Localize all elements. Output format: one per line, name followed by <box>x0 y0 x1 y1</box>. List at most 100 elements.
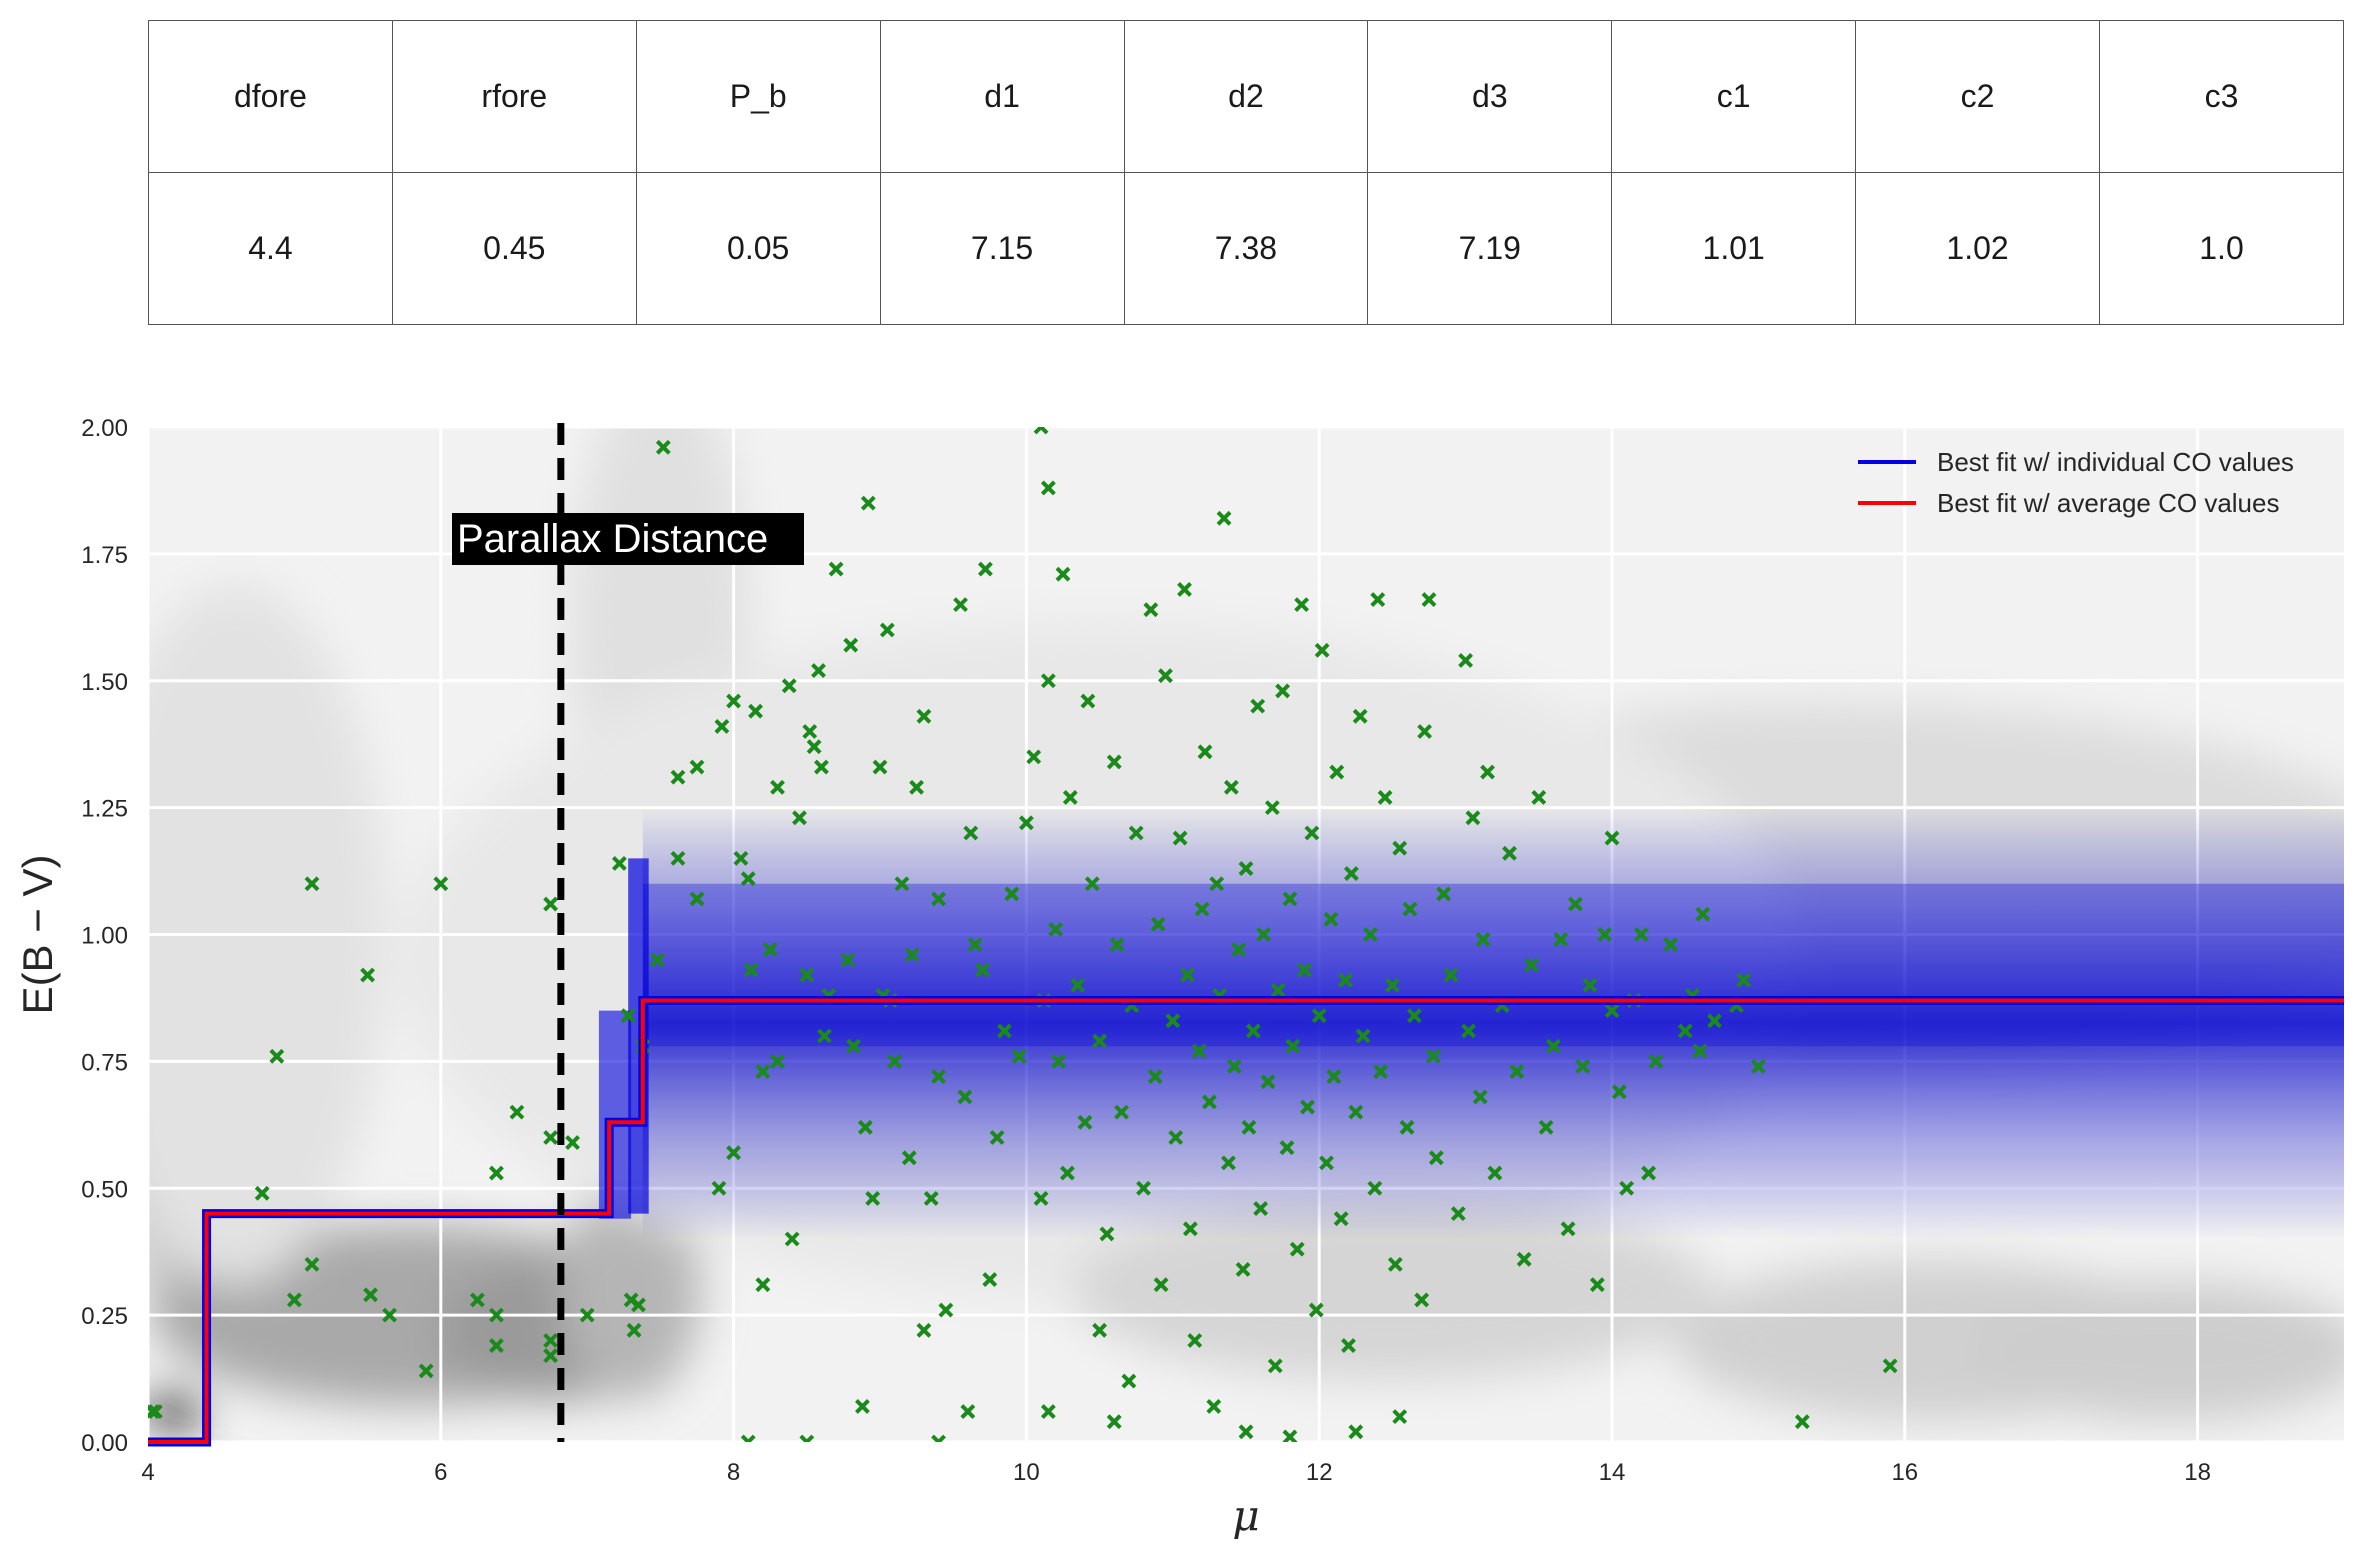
star-marker <box>689 891 705 907</box>
star-marker <box>148 1404 160 1419</box>
x-tick-label: 8 <box>727 1459 740 1486</box>
star-marker <box>931 1434 946 1442</box>
star-marker <box>1461 1023 1476 1039</box>
star-marker <box>148 1404 163 1419</box>
star-marker <box>931 891 946 907</box>
star-marker <box>1109 937 1125 953</box>
star-marker <box>770 1053 785 1069</box>
star-marker <box>1589 1277 1605 1293</box>
table-value-cell: 4.4 <box>148 172 393 325</box>
star-marker <box>1136 1180 1151 1196</box>
star-marker <box>1417 724 1433 739</box>
star-marker <box>1648 1053 1664 1069</box>
star-marker <box>1245 1023 1261 1039</box>
star-marker <box>1619 1180 1635 1196</box>
star-marker <box>743 962 759 978</box>
star-marker <box>1750 1059 1766 1074</box>
star-marker <box>489 1165 504 1181</box>
star-marker <box>1348 1424 1364 1440</box>
fit-uncertainty-band <box>598 807 2344 1239</box>
star-marker <box>1059 1165 1075 1181</box>
star-marker <box>879 622 895 638</box>
star-marker <box>304 1256 320 1272</box>
star-marker <box>1707 1013 1722 1029</box>
star-marker <box>1256 927 1271 942</box>
star-marker <box>1143 602 1159 618</box>
star-marker <box>689 759 705 775</box>
star-marker <box>1402 901 1418 917</box>
star-marker <box>1267 1358 1283 1374</box>
star-marker <box>762 942 778 958</box>
star-marker <box>816 1028 832 1044</box>
y-tick-label: 2.00 <box>81 415 128 442</box>
star-marker <box>1285 1038 1301 1054</box>
star-marker <box>1158 668 1173 684</box>
star-marker <box>1597 927 1613 942</box>
star-marker <box>967 937 983 953</box>
star-marker <box>1197 744 1213 760</box>
star-marker <box>1106 754 1122 770</box>
y-axis-label: E(B − V) <box>14 855 61 1015</box>
star-marker <box>953 597 968 613</box>
star-marker <box>1238 1424 1254 1440</box>
star-marker <box>1165 1013 1181 1029</box>
legend-label: Best fit w/ individual CO values <box>1937 447 2294 477</box>
star-marker <box>1270 982 1286 998</box>
star-marker <box>901 1150 917 1166</box>
star-marker <box>1282 1429 1298 1442</box>
star-marker <box>806 739 822 755</box>
star-marker <box>254 1185 270 1201</box>
star-marker <box>865 1190 881 1206</box>
density-blob <box>1968 1280 2344 1421</box>
star-marker <box>1062 790 1078 805</box>
star-marker <box>975 962 990 978</box>
star-marker <box>1355 1028 1371 1044</box>
star-marker <box>740 871 756 887</box>
axis-ticks: 4 6 8 10 12 14 16 18 0.00 0.25 0.50 0.75 1.00 1.25 1.5… <box>81 415 2211 1486</box>
star-marker <box>1524 957 1539 973</box>
star-marker <box>1421 592 1437 607</box>
x-tick-label: 14 <box>1599 1459 1626 1486</box>
star-marker <box>1436 886 1452 902</box>
star-marker <box>631 1297 646 1313</box>
star-marker <box>1297 962 1312 978</box>
star-marker <box>1341 1338 1356 1353</box>
x-tick-label: 6 <box>434 1459 447 1486</box>
table-value-cell: 1.02 <box>1855 172 2100 325</box>
star-marker <box>1194 901 1210 917</box>
star-marker <box>1201 1094 1217 1110</box>
star-marker <box>799 967 815 983</box>
star-marker <box>770 779 785 795</box>
star-marker <box>1289 1241 1305 1257</box>
star-marker <box>1092 1322 1108 1338</box>
star-marker <box>1736 972 1752 988</box>
star-marker <box>1387 1256 1403 1272</box>
star-marker <box>1099 1226 1115 1242</box>
star-marker <box>1264 800 1280 816</box>
table-value-cell: 0.05 <box>635 172 881 325</box>
star-marker <box>1465 810 1481 826</box>
x-tick-label: 4 <box>141 1459 154 1486</box>
star-marker <box>740 1434 756 1442</box>
star-marker <box>1333 1211 1349 1227</box>
star-marker <box>1406 1008 1422 1024</box>
star-marker <box>1553 932 1569 947</box>
star-marker <box>1641 1165 1657 1181</box>
star-marker <box>1040 673 1056 689</box>
star-marker <box>1231 942 1247 958</box>
star-marker <box>1352 708 1368 724</box>
star-marker <box>1425 1048 1441 1064</box>
star-marker <box>923 1190 939 1206</box>
star-marker <box>916 708 932 724</box>
star-marker <box>565 1135 580 1150</box>
star-marker <box>1348 1104 1364 1120</box>
star-marker <box>1450 1206 1466 1222</box>
star-marker <box>433 876 449 892</box>
star-marker <box>1472 1089 1488 1105</box>
star-marker <box>1147 1069 1163 1085</box>
star-marker <box>626 1322 642 1338</box>
star-marker <box>781 678 797 694</box>
star-marker <box>1458 653 1474 668</box>
y-tick-label: 1.25 <box>81 796 128 823</box>
density-blob <box>1072 1199 1713 1380</box>
